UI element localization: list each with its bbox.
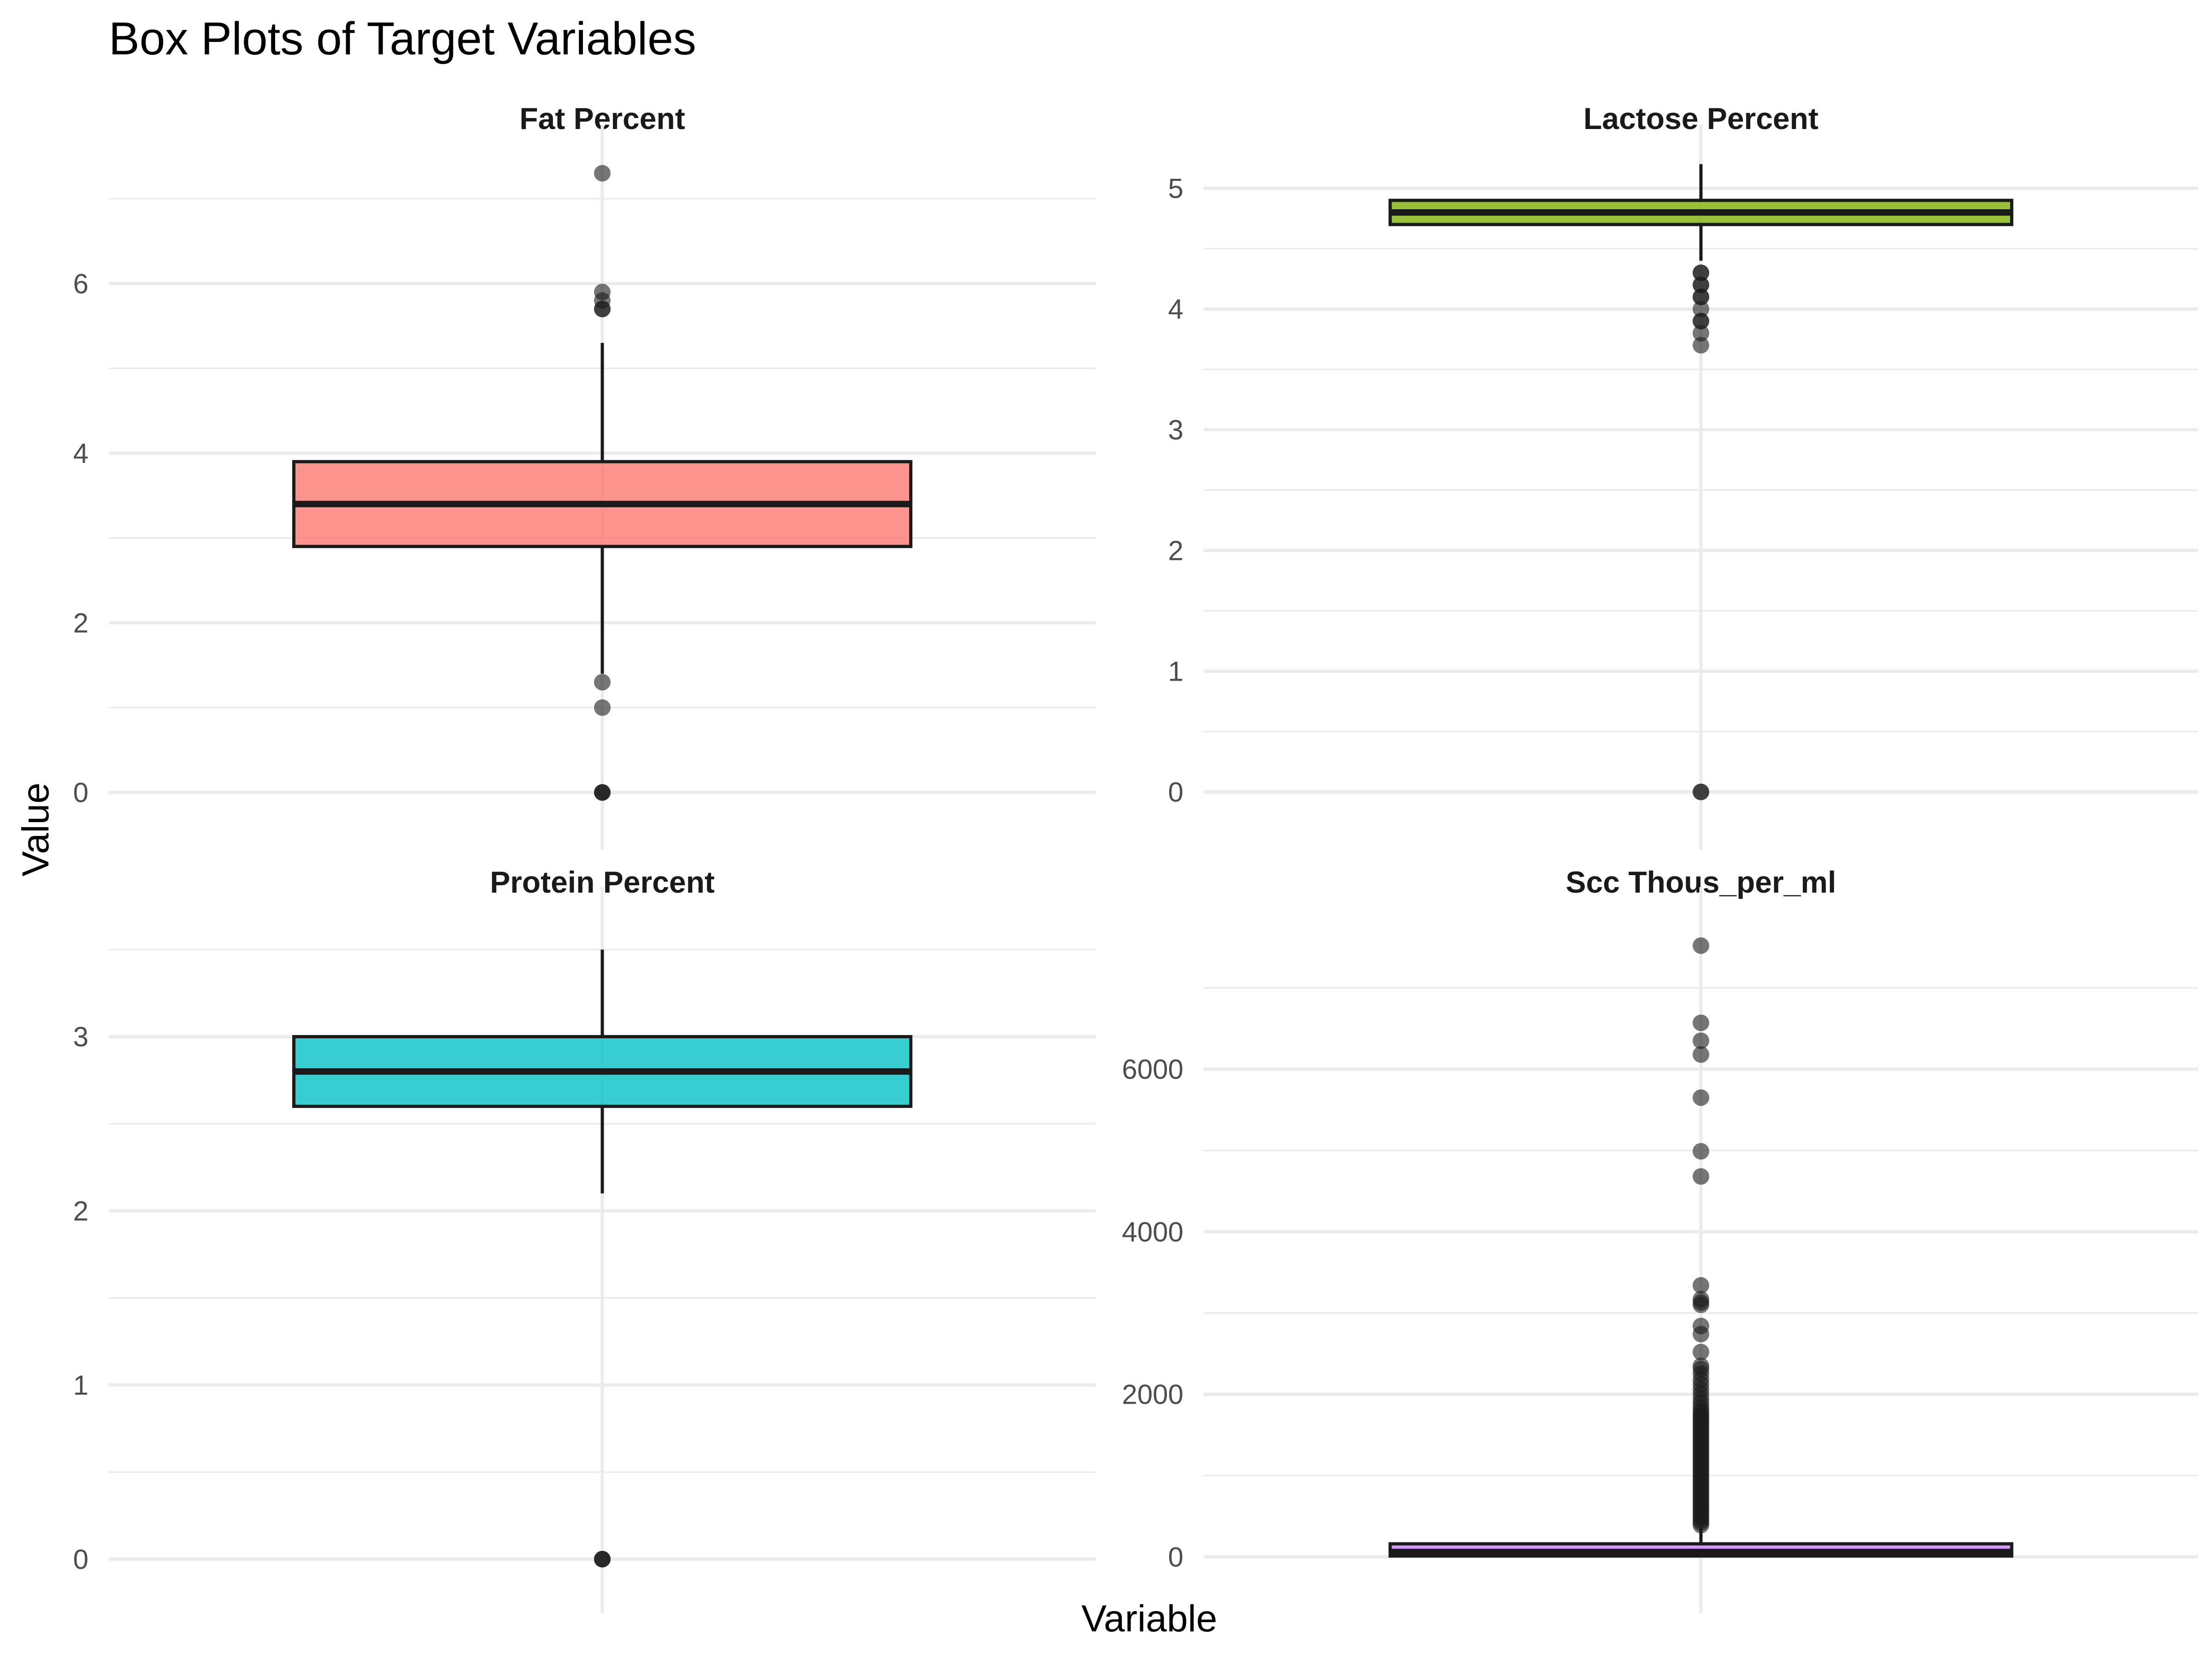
- y-tick-label: 1: [73, 1370, 88, 1400]
- outlier-point: [594, 165, 611, 182]
- y-tick-label: 5: [1168, 173, 1183, 204]
- outlier-point: [1693, 1277, 1709, 1294]
- outlier-point: [594, 1551, 611, 1568]
- outlier-point: [1693, 1143, 1709, 1160]
- y-tick-label: 6: [73, 268, 88, 299]
- y-tick-label: 0: [1168, 777, 1183, 808]
- outlier-point: [1693, 1046, 1709, 1063]
- y-tick-label: 3: [1168, 415, 1183, 446]
- outlier-point: [1693, 1296, 1709, 1313]
- y-tick-label: 0: [1168, 1541, 1183, 1572]
- y-tick-label: 6000: [1122, 1054, 1183, 1085]
- y-tick-label: 0: [73, 777, 88, 808]
- outlier-point: [1693, 1014, 1709, 1031]
- y-tick-label: 4000: [1122, 1217, 1183, 1247]
- chart-title: Box Plots of Target Variables: [109, 13, 696, 65]
- outlier-point: [1693, 312, 1709, 329]
- y-tick-label: 4: [1168, 294, 1183, 325]
- x-axis-title: Variable: [1082, 1598, 1218, 1640]
- outlier-point: [1693, 1517, 1709, 1534]
- outlier-point: [1693, 1343, 1709, 1360]
- outlier-point: [1693, 324, 1709, 341]
- outlier-point: [1693, 1168, 1709, 1185]
- y-axis-title: Value: [15, 782, 57, 877]
- outlier-point: [1693, 300, 1709, 318]
- y-tick-label: 2: [73, 1195, 88, 1226]
- outlier-point: [1693, 1032, 1709, 1049]
- y-tick-label: 4: [73, 438, 88, 469]
- outlier-point: [594, 699, 611, 716]
- y-tick-label: 0: [73, 1544, 88, 1575]
- outlier-point: [1693, 937, 1709, 954]
- y-tick-label: 2000: [1122, 1379, 1183, 1410]
- outlier-point: [594, 300, 611, 318]
- outlier-point: [1693, 1089, 1709, 1106]
- y-tick-label: 3: [73, 1022, 88, 1053]
- outlier-point: [1693, 288, 1709, 306]
- y-tick-label: 2: [73, 607, 88, 638]
- outlier-point: [594, 674, 611, 691]
- outlier-point: [1693, 783, 1709, 800]
- outlier-point: [1693, 264, 1709, 281]
- y-tick-label: 2: [1168, 535, 1183, 566]
- outlier-point: [1693, 1326, 1709, 1343]
- y-tick-label: 1: [1168, 656, 1183, 687]
- outlier-point: [1693, 276, 1709, 294]
- outlier-point: [594, 784, 611, 801]
- outlier-point: [1693, 337, 1709, 354]
